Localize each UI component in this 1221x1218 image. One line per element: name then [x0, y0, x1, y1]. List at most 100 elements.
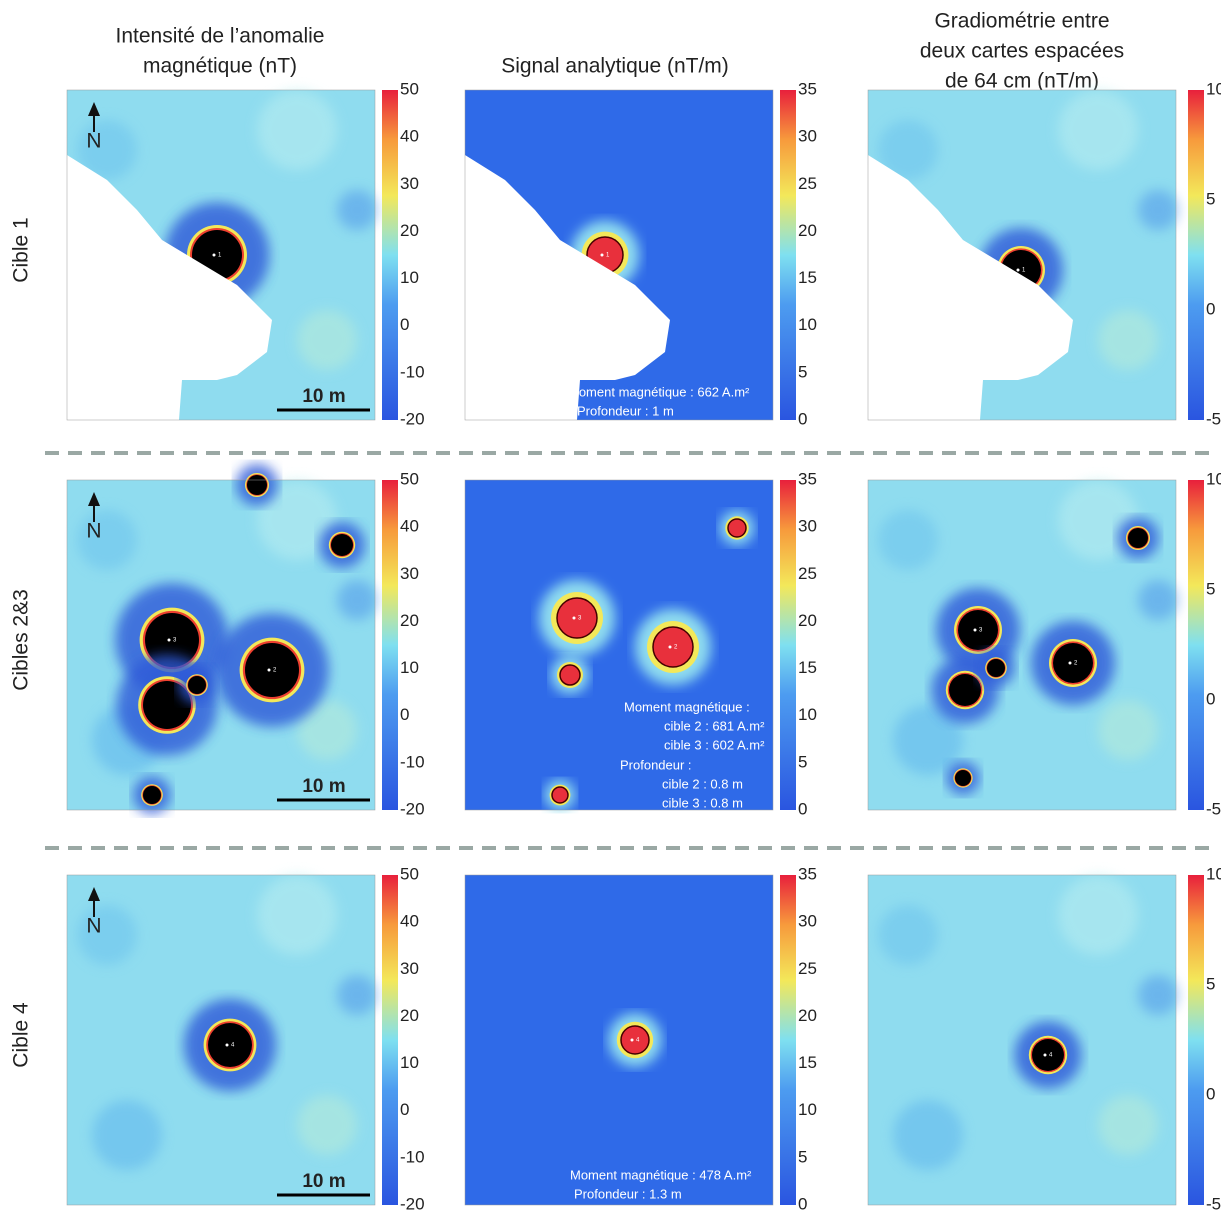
row-label: Cible 4	[10, 1002, 33, 1068]
map-shade	[77, 905, 137, 965]
colorbar-label: 0	[798, 1194, 807, 1213]
map-frame	[464, 874, 774, 1206]
colorbar-label: -20	[400, 409, 425, 428]
colorbar-label: 5	[798, 362, 807, 381]
colorbar-label: 30	[400, 959, 419, 978]
colorbar-label: 40	[400, 127, 419, 146]
map-panel: 1	[464, 89, 774, 421]
map-frame	[464, 89, 774, 421]
row-label: Cible 1	[10, 217, 33, 282]
target-label: 3	[979, 628, 983, 634]
north-arrow-head	[88, 887, 100, 901]
map-shade	[297, 310, 357, 370]
core	[145, 613, 199, 667]
core	[551, 786, 569, 804]
column-title: Intensité de l’anomalie	[116, 25, 325, 48]
core	[958, 610, 998, 650]
annotation: cible 3 : 602 A.m²	[664, 737, 765, 752]
map-frame	[66, 874, 376, 1206]
map-texture	[77, 875, 377, 1170]
core	[652, 626, 694, 668]
row-label: Cibles 2&3	[10, 589, 33, 691]
annotation: Moment magnétique : 662 A.m²	[568, 384, 750, 399]
annotation: Profondeur : 1.3 m	[574, 1186, 682, 1201]
column-title: deux cartes espacées	[920, 40, 1124, 63]
colorbar	[1188, 480, 1204, 810]
map-shade	[92, 1100, 162, 1170]
colorbar-label: 10	[1206, 469, 1221, 488]
map-shade	[337, 580, 377, 620]
colorbar-label: -10	[400, 752, 425, 771]
map-shade	[297, 700, 357, 760]
column-title: de 64 cm (nT/m)	[945, 70, 1099, 93]
map-panel: 1	[66, 89, 377, 421]
colorbar-label: 20	[798, 221, 817, 240]
colorbar-label: 5	[798, 752, 807, 771]
core	[143, 681, 191, 729]
map-panel: 4	[464, 874, 774, 1206]
colorbar-label: 5	[798, 1147, 807, 1166]
map-shade	[1138, 190, 1178, 230]
colorbar-label: 15	[798, 268, 817, 287]
annotation: Moment magnétique :	[624, 699, 750, 714]
target-label: 3	[578, 616, 582, 622]
column-title: magnétique (nT)	[143, 55, 297, 78]
map-shade	[257, 480, 337, 560]
map-shade	[257, 875, 337, 955]
colorbar-label: 25	[798, 564, 817, 583]
colorbar-label: 20	[798, 1006, 817, 1025]
map-shade	[1098, 310, 1158, 370]
column-title: Gradiométrie entre	[934, 10, 1109, 33]
map-shade	[893, 705, 963, 775]
map-frame	[867, 874, 1177, 1206]
map-texture	[878, 875, 1178, 1170]
map-frame	[66, 479, 376, 811]
colorbar-label: -5	[1206, 1194, 1221, 1213]
target-dot	[167, 638, 171, 642]
north-label: N	[86, 130, 101, 153]
colorbar	[780, 90, 796, 420]
colorbar	[382, 875, 398, 1205]
map-frame	[464, 479, 774, 811]
colorbar-label: 5	[1206, 579, 1215, 598]
target-dot	[630, 1038, 634, 1042]
no-data-area	[67, 155, 272, 420]
colorbar-label: 0	[1206, 1084, 1215, 1103]
annotation: Moment magnétique : 478 A.m²	[570, 1167, 752, 1182]
map-frame	[66, 89, 376, 421]
map-panel: 32	[464, 479, 774, 811]
annotation: cible 2 : 681 A.m²	[664, 718, 765, 733]
core	[1053, 643, 1093, 683]
colorbar-label: 10	[400, 658, 419, 677]
no-data-area	[465, 155, 670, 420]
north-label: N	[86, 915, 101, 938]
core	[727, 518, 747, 538]
scale-label: 10 m	[302, 1171, 345, 1192]
north-label: N	[86, 520, 101, 543]
target-label: 1	[1022, 268, 1026, 274]
annotation: Profondeur :	[620, 757, 692, 772]
colorbar-label: 0	[400, 1100, 409, 1119]
colorbar-label: 25	[798, 959, 817, 978]
north-arrow-head	[88, 102, 100, 116]
colorbar-label: -10	[400, 362, 425, 381]
core	[559, 664, 581, 686]
colorbar-label: 10	[798, 1100, 817, 1119]
colorbar-label: 5	[1206, 189, 1215, 208]
colorbar-label: 10	[400, 268, 419, 287]
colorbar-label: 0	[1206, 299, 1215, 318]
colorbar-label: 15	[798, 658, 817, 677]
colorbar-label: 10	[798, 705, 817, 724]
map-shade	[77, 120, 137, 180]
map-shade	[77, 510, 137, 570]
map-panel: 4	[867, 874, 1178, 1206]
colorbar	[780, 480, 796, 810]
colorbar-label: -20	[400, 799, 425, 818]
colorbar-label: 30	[400, 564, 419, 583]
core	[331, 534, 353, 556]
colorbar-label: 10	[1206, 79, 1221, 98]
colorbar-label: 20	[400, 221, 419, 240]
colorbar-label: 35	[798, 864, 817, 883]
map-texture	[77, 90, 377, 385]
